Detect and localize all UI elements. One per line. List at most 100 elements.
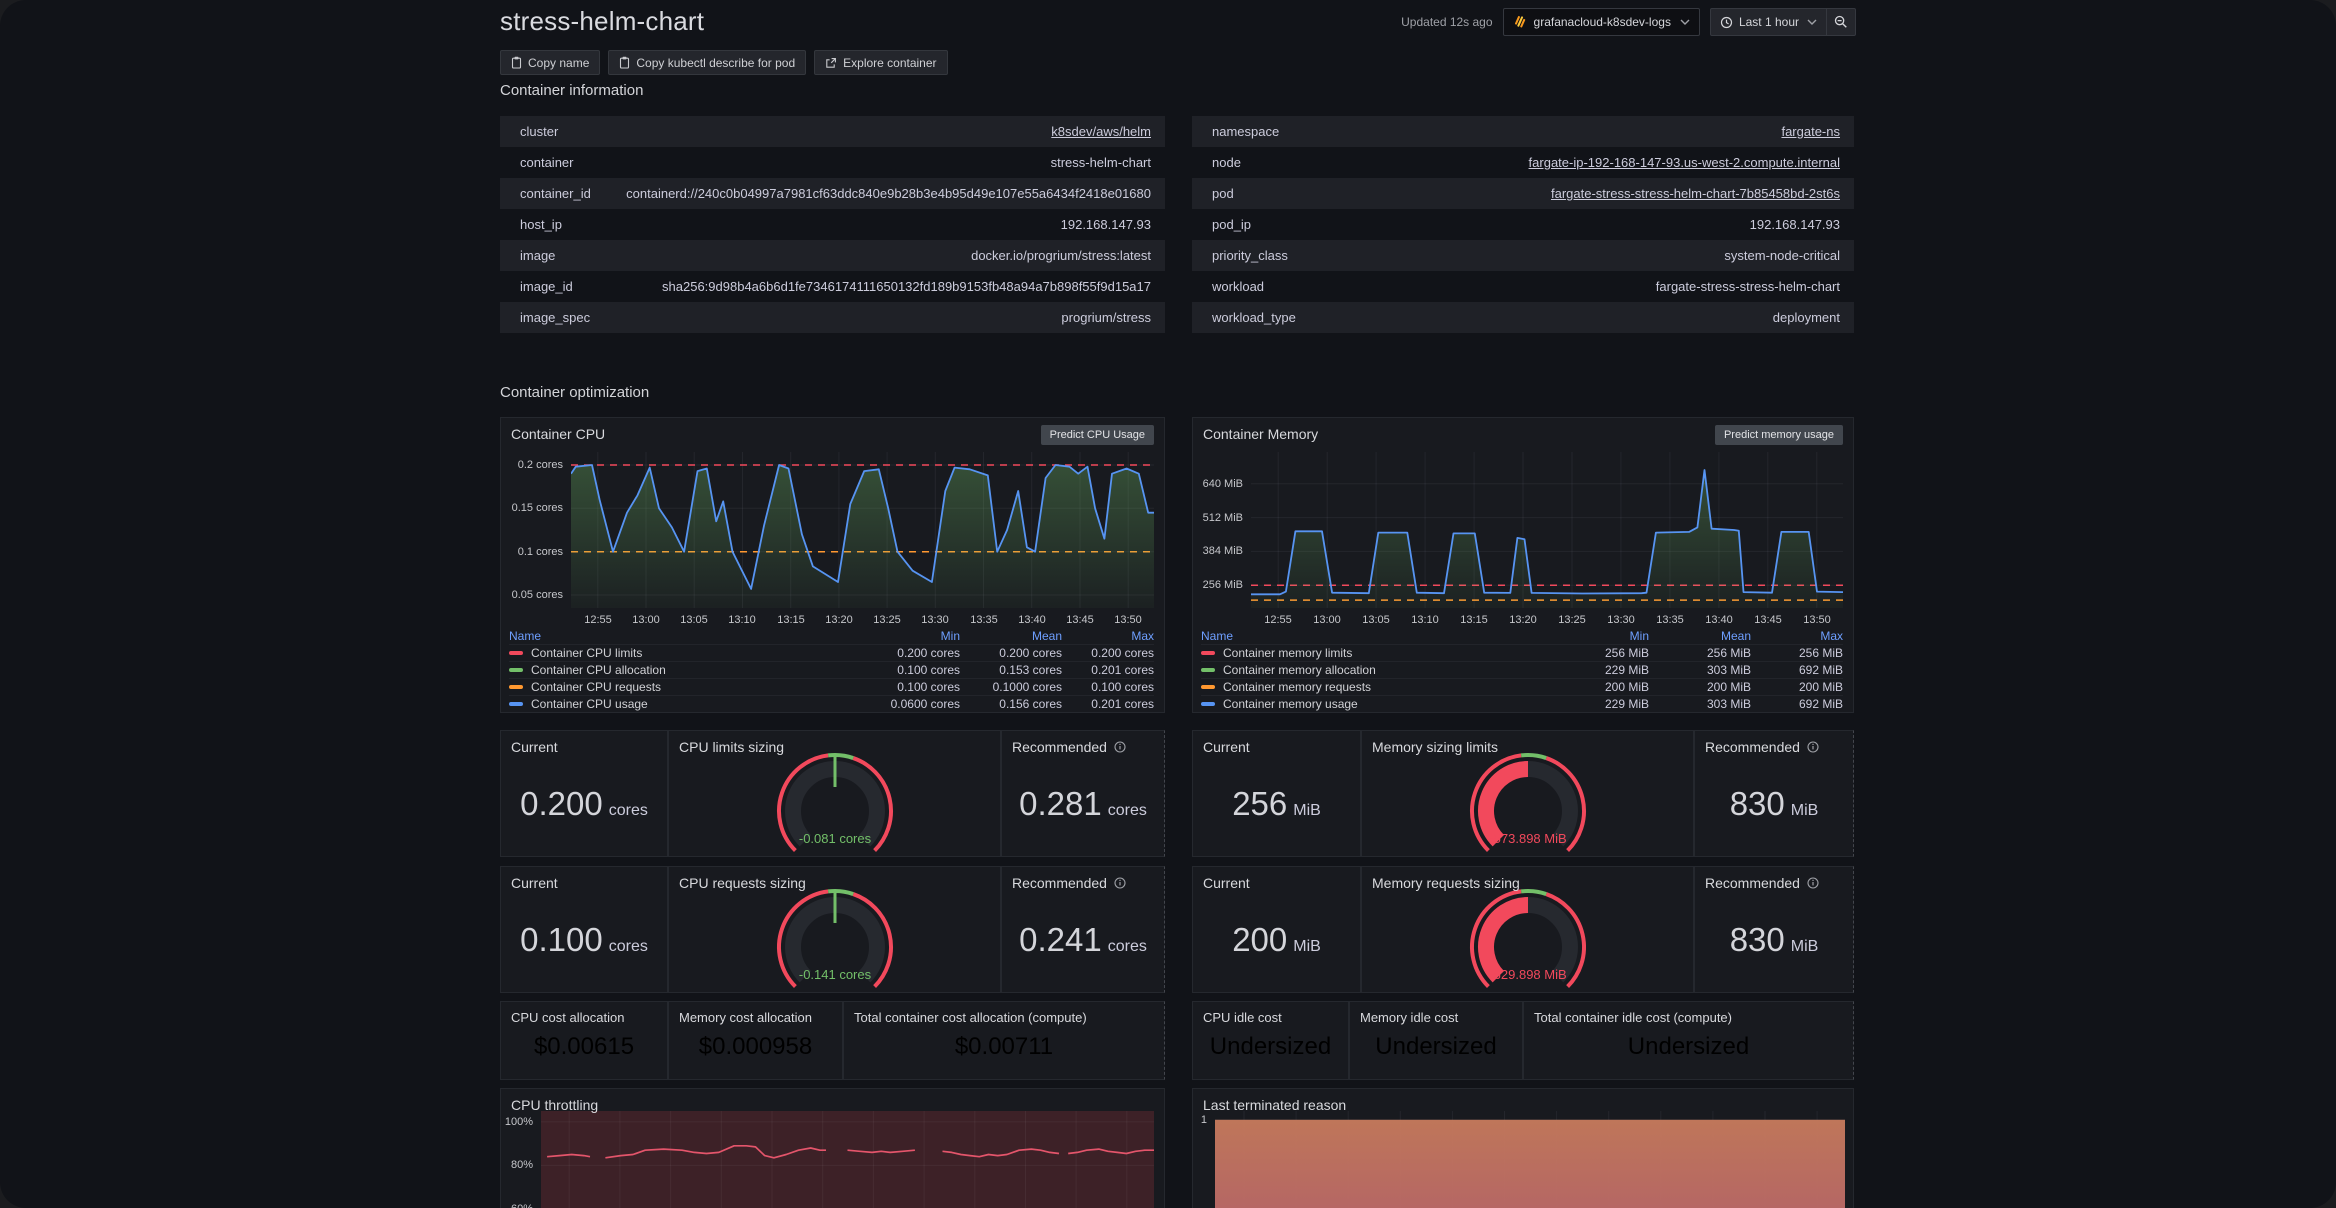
legend-header-mean[interactable]: Mean	[1031, 629, 1062, 643]
zoom-out-button[interactable]	[1826, 9, 1855, 35]
legend-min-value: 0.100 cores	[897, 680, 960, 694]
x-axis-tick-label: 13:30	[921, 614, 949, 626]
panel-title: CPU throttling	[511, 1097, 599, 1113]
info-icon[interactable]	[1807, 741, 1819, 753]
x-axis-tick-label: 13:20	[1509, 614, 1537, 626]
panel-title: Container CPU	[511, 426, 606, 442]
x-axis-tick-label: 13:50	[1803, 614, 1831, 626]
clock-icon	[1720, 16, 1733, 29]
x-axis-tick-label: 13:05	[1362, 614, 1390, 626]
panel-title: Recommended	[1012, 875, 1126, 891]
stat-number: $0.00615	[533, 1032, 635, 1060]
stat-value: 830 MiB	[1730, 785, 1819, 823]
table-row: workload fargate-stress-stress-helm-chart	[1192, 271, 1854, 302]
datasource-picker[interactable]: grafanacloud-k8sdev-logs	[1502, 8, 1700, 36]
legend-series-name[interactable]: Container memory requests	[1201, 680, 1531, 694]
stat-number: 0.241	[1019, 920, 1102, 958]
time-range-picker[interactable]: Last 1 hour	[1711, 9, 1826, 35]
panel-title-text: Recommended	[1705, 875, 1800, 891]
legend-series-name[interactable]: Container CPU requests	[509, 680, 842, 694]
panel-title: Recommended	[1012, 739, 1126, 755]
legend-header-name[interactable]: Name	[1201, 629, 1234, 643]
gauge-panel-memory-sizing-limits: Memory sizing limits -573.898 MiB	[1361, 730, 1694, 857]
gauge-panel-cpu-requests-sizing: CPU requests sizing -0.141 cores	[668, 866, 1001, 993]
panel-title: Current	[1203, 875, 1250, 891]
copy-name-button[interactable]: Copy name	[500, 50, 601, 75]
stat-number: Undersized	[1627, 1032, 1750, 1060]
info-icon[interactable]	[1807, 877, 1819, 889]
legend-series-name[interactable]: Container memory usage	[1201, 697, 1531, 711]
stat-number: 830	[1729, 920, 1785, 958]
row-value: fargate-stress-stress-helm-chart	[1655, 279, 1840, 294]
row-key: namespace	[1212, 124, 1280, 139]
panel-title: Container Memory	[1203, 426, 1319, 442]
legend-series-name[interactable]: Container CPU limits	[509, 646, 842, 660]
x-axis-tick-label: 13:20	[825, 614, 853, 626]
x-axis-tick-label: 12:55	[584, 614, 612, 626]
predict-cpu-usage-button[interactable]: Predict CPU Usage	[1040, 425, 1154, 445]
copy-kubectl-button[interactable]: Copy kubectl describe for pod	[608, 50, 807, 75]
table-row: node fargate-ip-192-168-147-93.us-west-2.…	[1192, 147, 1854, 178]
info-icon[interactable]	[1114, 877, 1126, 889]
explore-container-button[interactable]: Explore container	[814, 50, 948, 75]
row-value-link[interactable]: fargate-ns	[1781, 124, 1840, 139]
row-value: 192.168.147.93	[1749, 217, 1840, 232]
predict-memory-usage-button[interactable]: Predict memory usage	[1714, 425, 1843, 445]
legend-min-value: 256 MiB	[1604, 646, 1649, 660]
row-value[interactable]: k8sdev/aws/helm	[588, 124, 1151, 139]
legend-min-value: 200 MiB	[1604, 680, 1649, 694]
row-key: host_ip	[520, 217, 562, 232]
stat-number: Undersized	[1209, 1032, 1332, 1060]
gauge: -629.898 MiB	[1362, 887, 1693, 991]
legend-header-max[interactable]: Max	[1820, 629, 1843, 643]
legend-series-name[interactable]: Container memory limits	[1201, 646, 1531, 660]
y-axis-tick-label: 80%	[510, 1159, 533, 1171]
stat-value: 0.100 cores	[520, 921, 648, 959]
clipboard-icon	[511, 56, 522, 69]
stat-value: 0.241 cores	[1019, 921, 1147, 959]
legend-max-value: 692 MiB	[1798, 663, 1843, 677]
stat-panel-current-cpu-limit: Current 0.200 cores	[500, 730, 668, 857]
stat-number: 0.200	[520, 784, 603, 822]
stat-number: 256	[1232, 784, 1288, 822]
stat-panel-current-memory-request: Current 200 MiB	[1192, 866, 1361, 993]
legend-header-mean[interactable]: Mean	[1720, 629, 1751, 643]
gauge-svg: -629.898 MiB	[1469, 889, 1586, 989]
row-value[interactable]: fargate-stress-stress-helm-chart-7b85458…	[1264, 186, 1840, 201]
row-value: stress-helm-chart	[1050, 155, 1151, 170]
x-axis-tick-label: 13:30	[1607, 614, 1635, 626]
panel-title: Memory sizing limits	[1372, 739, 1499, 755]
legend-series-name[interactable]: Container CPU usage	[509, 697, 842, 711]
row-value[interactable]: fargate-ip-192-168-147-93.us-west-2.comp…	[1271, 155, 1840, 170]
x-axis-tick-label: 13:15	[777, 614, 805, 626]
row-value[interactable]: fargate-ns	[1309, 124, 1840, 139]
stat-panel-current-cpu-request: Current 0.100 cores	[500, 866, 668, 993]
legend-series-marker	[1201, 685, 1215, 689]
legend-series-name[interactable]: Container memory allocation	[1201, 663, 1531, 677]
panel-title: Current	[511, 875, 558, 891]
legend-max-value: 0.201 cores	[1091, 697, 1154, 711]
legend-mean-value: 0.156 cores	[999, 697, 1062, 711]
table-row: workload_type deployment	[1192, 302, 1854, 333]
row-value-link[interactable]: fargate-stress-stress-helm-chart-7b85458…	[1550, 186, 1840, 201]
magnifier-minus-icon	[1834, 15, 1848, 29]
row-value-link[interactable]: k8sdev/aws/helm	[1051, 124, 1151, 139]
panel-title-text: Recommended	[1705, 739, 1800, 755]
legend-series-marker	[509, 685, 523, 689]
gauge-svg: -573.898 MiB	[1469, 753, 1586, 853]
table-row: image_id sha256:9d98b4a6b6d1fe73461741116…	[500, 271, 1165, 302]
legend-header-name[interactable]: Name	[509, 629, 542, 643]
row-value: containerd://240c0b04997a7981cf63ddc840e…	[626, 186, 1151, 201]
row-value-link[interactable]: fargate-ip-192-168-147-93.us-west-2.comp…	[1528, 155, 1840, 170]
stat-number: $0.000958	[698, 1032, 813, 1060]
info-icon[interactable]	[1114, 741, 1126, 753]
panel-title: CPU cost allocation	[511, 1010, 625, 1025]
legend-series-name[interactable]: Container CPU allocation	[509, 663, 842, 677]
row-key: image_id	[520, 279, 573, 294]
legend-header-min[interactable]: Min	[1629, 629, 1649, 643]
legend-header-min[interactable]: Min	[940, 629, 960, 643]
gauge-panel-cpu-limits-sizing: CPU limits sizing -0.081 cores	[668, 730, 1001, 857]
legend-header-max[interactable]: Max	[1131, 629, 1154, 643]
panel-title: Memory cost allocation	[679, 1010, 812, 1025]
legend-mean-value: 0.1000 cores	[992, 680, 1062, 694]
